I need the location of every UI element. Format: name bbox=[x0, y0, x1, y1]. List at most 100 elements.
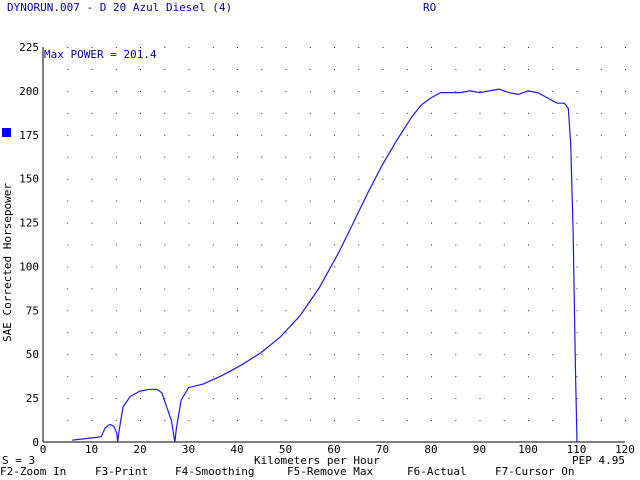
grid-dot bbox=[140, 244, 141, 246]
grid-dot bbox=[140, 266, 141, 268]
grid-dot bbox=[115, 134, 117, 136]
grid-dot bbox=[188, 310, 190, 312]
grid-dot bbox=[188, 398, 190, 400]
grid-dot bbox=[576, 288, 578, 290]
grid-dot bbox=[576, 332, 578, 334]
grid-dot bbox=[261, 90, 263, 92]
grid-dot bbox=[212, 354, 214, 356]
grid-dot bbox=[576, 310, 578, 312]
grid-dot bbox=[91, 222, 93, 224]
grid-dot bbox=[164, 266, 166, 268]
grid-dot bbox=[479, 134, 481, 136]
grid-dot bbox=[67, 200, 69, 202]
grid-dot bbox=[503, 244, 505, 246]
grid-dot bbox=[261, 376, 263, 378]
grid-dot bbox=[237, 156, 238, 158]
grid-dot bbox=[115, 354, 117, 356]
grid-dot bbox=[431, 266, 432, 268]
grid-dot bbox=[503, 222, 505, 224]
grid-dot bbox=[91, 244, 93, 246]
grid-dot bbox=[237, 90, 238, 92]
grid-dot bbox=[479, 112, 481, 114]
grid-dot bbox=[479, 398, 481, 400]
remove-max-key[interactable]: F5-Remove Max bbox=[287, 465, 374, 478]
grid-dot bbox=[382, 244, 384, 246]
grid-dot bbox=[576, 178, 578, 180]
grid-dot bbox=[91, 332, 93, 334]
grid-dot bbox=[382, 420, 384, 422]
grid-dot bbox=[261, 266, 263, 268]
x-tick-label: 30 bbox=[182, 443, 195, 456]
grid-dot bbox=[212, 310, 214, 312]
grid-dot bbox=[237, 222, 238, 224]
smoothing-key[interactable]: F4-Smoothing bbox=[175, 465, 255, 478]
zoom-in-key[interactable]: F2-Zoom In bbox=[0, 465, 67, 478]
grid-dot bbox=[309, 398, 311, 400]
grid-dot bbox=[188, 200, 190, 202]
grid-dot bbox=[188, 354, 190, 356]
grid-dot bbox=[431, 420, 432, 422]
grid-dot bbox=[576, 222, 578, 224]
grid-dot bbox=[479, 90, 481, 92]
grid-dot bbox=[164, 288, 166, 290]
grid-dot bbox=[382, 354, 384, 356]
grid-dot bbox=[164, 222, 166, 224]
grid-dot bbox=[285, 47, 287, 48]
grid-dot bbox=[164, 47, 166, 48]
grid-dot bbox=[528, 112, 529, 114]
grid-dot bbox=[140, 420, 141, 422]
grid-dot bbox=[212, 398, 214, 400]
grid-dot bbox=[164, 178, 166, 180]
x-tick-label: 40 bbox=[230, 443, 243, 456]
grid-dot bbox=[115, 310, 117, 312]
grid-dot bbox=[140, 178, 141, 180]
grid-dot bbox=[625, 398, 626, 400]
grid-dot bbox=[528, 200, 529, 202]
cursor-on-key[interactable]: F7-Cursor On bbox=[495, 465, 575, 478]
grid-dot bbox=[188, 420, 190, 422]
actual-key[interactable]: F6-Actual bbox=[407, 465, 467, 478]
print-key[interactable]: F3-Print bbox=[95, 465, 148, 478]
grid-dot bbox=[140, 310, 141, 312]
grid-dot bbox=[261, 288, 263, 290]
grid-dot bbox=[552, 134, 554, 136]
grid-dot bbox=[212, 178, 214, 180]
grid-dot bbox=[455, 112, 457, 114]
grid-dot bbox=[406, 68, 408, 70]
grid-dot bbox=[358, 156, 360, 158]
grid-dot bbox=[528, 178, 529, 180]
grid-dot bbox=[285, 178, 287, 180]
grid-dot bbox=[455, 222, 457, 224]
grid-dot bbox=[237, 310, 238, 312]
grid-dot bbox=[309, 310, 311, 312]
grid-dot bbox=[212, 332, 214, 334]
grid-dot bbox=[67, 354, 69, 356]
grid-dot bbox=[479, 47, 481, 48]
grid-dot bbox=[358, 398, 360, 400]
grid-dot bbox=[261, 420, 263, 422]
grid-dot bbox=[285, 420, 287, 422]
grid-dot bbox=[503, 134, 505, 136]
grid-dot bbox=[358, 222, 360, 224]
grid-dot bbox=[237, 244, 238, 246]
grid-dot bbox=[503, 354, 505, 356]
grid-dot bbox=[382, 398, 384, 400]
grid-dot bbox=[334, 376, 335, 378]
grid-dot bbox=[285, 156, 287, 158]
grid-dot bbox=[455, 47, 457, 48]
grid-dot bbox=[188, 376, 190, 378]
grid-dot bbox=[212, 47, 214, 48]
grid-dot bbox=[140, 398, 141, 400]
grid-dot bbox=[91, 134, 93, 136]
grid-dot bbox=[479, 266, 481, 268]
grid-dot bbox=[285, 376, 287, 378]
grid-dot bbox=[261, 200, 263, 202]
grid-dot bbox=[237, 68, 238, 70]
grid-dot bbox=[309, 222, 311, 224]
grid-dot bbox=[212, 288, 214, 290]
grid-dot bbox=[164, 332, 166, 334]
grid-dot bbox=[115, 332, 117, 334]
grid-dot bbox=[552, 332, 554, 334]
grid-dot bbox=[406, 244, 408, 246]
grid-dot bbox=[115, 68, 117, 70]
